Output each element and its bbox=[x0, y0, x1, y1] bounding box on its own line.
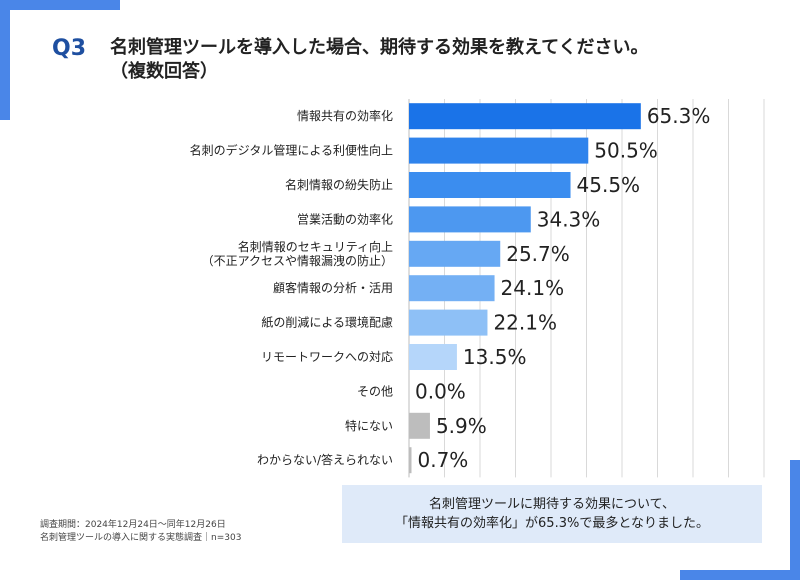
category-label-line: 情報共有の効率化 bbox=[297, 108, 393, 123]
bar bbox=[409, 103, 641, 130]
bar bbox=[409, 240, 501, 267]
category-label: 名刺情報の紛失防止 bbox=[285, 177, 393, 192]
category-label-line: 名刺情報のセキュリティ向上 bbox=[238, 239, 393, 254]
category-label: 情報共有の効率化 bbox=[297, 108, 393, 123]
bar bbox=[409, 275, 495, 302]
data-label: 5.9% bbox=[436, 414, 487, 438]
data-label: 13.5% bbox=[463, 345, 527, 369]
category-label: 名刺情報のセキュリティ向上（不正アクセスや情報漏洩の防止） bbox=[202, 239, 393, 268]
corner-decoration-top-left bbox=[0, 0, 120, 120]
category-label-line: わからない/答えられない bbox=[257, 452, 393, 467]
category-label-line: 名刺情報の紛失防止 bbox=[285, 177, 393, 192]
category-label-line: 顧客情報の分析・活用 bbox=[273, 280, 393, 295]
data-label: 25.7% bbox=[506, 242, 570, 266]
bar bbox=[409, 309, 488, 336]
category-label: 名刺のデジタル管理による利便性向上 bbox=[190, 143, 393, 158]
category-label: わからない/答えられない bbox=[257, 452, 393, 467]
category-label-line: 特にない bbox=[345, 418, 393, 433]
summary-box: 名刺管理ツールに期待する効果について、 「情報共有の効率化」が65.3%で最多と… bbox=[342, 485, 762, 543]
category-label: 特にない bbox=[345, 418, 393, 433]
footnote-survey-name: 名刺管理ツールの導入に関する実態調査｜n=303 bbox=[40, 533, 242, 543]
category-label-line: リモートワークへの対応 bbox=[261, 350, 393, 364]
category-label: リモートワークへの対応 bbox=[261, 350, 393, 364]
category-label: 紙の削減による環境配慮 bbox=[261, 315, 393, 330]
category-label-line: その他 bbox=[357, 384, 393, 398]
summary-line-1: 名刺管理ツールに期待する効果について、 bbox=[429, 497, 675, 512]
bar bbox=[409, 172, 571, 198]
bar bbox=[409, 344, 457, 370]
data-label: 24.1% bbox=[501, 276, 565, 300]
data-label: 34.3% bbox=[537, 207, 601, 231]
survey-footnote: 調査期間：2024年12月24日～同年12月26日 名刺管理ツールの導入に関する… bbox=[40, 519, 241, 545]
title-line-2: （複数回答） bbox=[110, 61, 218, 82]
bar bbox=[409, 206, 531, 233]
data-label: 22.1% bbox=[493, 311, 557, 335]
corner-decoration-bottom-right bbox=[680, 460, 800, 580]
page-title: 名刺管理ツールを導入した場合、期待する効果を教えてください。 （複数回答） bbox=[110, 36, 649, 84]
bar bbox=[409, 447, 412, 474]
category-label: 営業活動の効率化 bbox=[297, 211, 393, 226]
data-label: 65.3% bbox=[647, 104, 711, 128]
question-number: Q3 bbox=[52, 36, 87, 61]
category-label-line: 名刺のデジタル管理による利便性向上 bbox=[190, 143, 393, 158]
category-label-line: （不正アクセスや情報漏洩の防止） bbox=[202, 253, 393, 268]
data-label: 50.5% bbox=[594, 139, 658, 163]
bar bbox=[409, 137, 589, 164]
category-label: その他 bbox=[357, 384, 393, 398]
category-label-line: 紙の削減による環境配慮 bbox=[261, 315, 393, 330]
title-line-1: 名刺管理ツールを導入した場合、期待する効果を教えてください。 bbox=[110, 37, 649, 58]
category-label: 顧客情報の分析・活用 bbox=[273, 280, 393, 295]
data-label: 0.7% bbox=[417, 448, 468, 472]
data-label: 45.5% bbox=[577, 173, 641, 197]
summary-line-2: 「情報共有の効率化」が65.3%で最多となりました。 bbox=[395, 516, 709, 531]
bar bbox=[409, 412, 430, 439]
category-label-line: 営業活動の効率化 bbox=[297, 211, 393, 226]
data-label: 0.0% bbox=[415, 379, 466, 403]
footnote-period: 調査期間：2024年12月24日～同年12月26日 bbox=[40, 520, 226, 530]
